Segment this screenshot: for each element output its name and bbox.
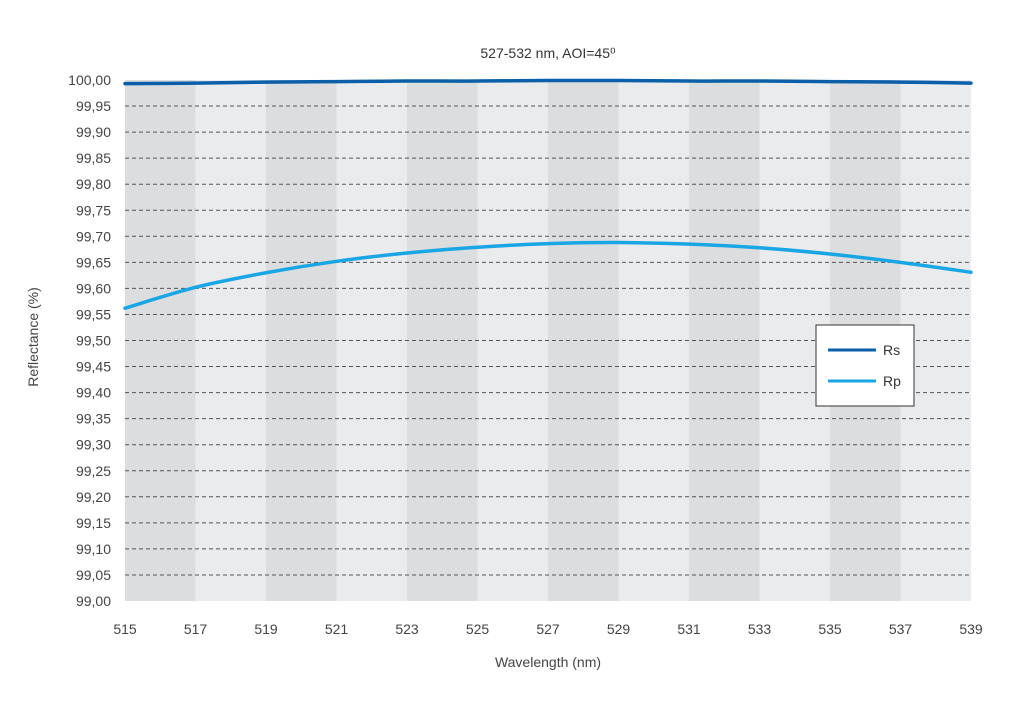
x-tick-label: 539 (959, 621, 983, 637)
x-tick-label: 529 (607, 621, 631, 637)
y-tick-label: 99,65 (76, 254, 111, 270)
legend-box (815, 324, 915, 407)
y-tick-label: 99,20 (76, 489, 111, 505)
x-tick-label: 525 (466, 621, 490, 637)
y-tick-label: 99,30 (76, 437, 111, 453)
x-tick-label: 519 (254, 621, 278, 637)
y-tick-label: 99,25 (76, 463, 111, 479)
x-tick-label: 521 (325, 621, 349, 637)
series-line-rp (123, 240, 973, 310)
y-tick-label: 99,55 (76, 306, 111, 322)
x-tick-label: 527 (536, 621, 560, 637)
x-tick-labels: 515 517 519 521 523 525 527 529 531 533 535 537 539 (113, 621, 983, 637)
y-axis-label: Reflectance (%) (25, 287, 41, 387)
y-tick-label: 99,75 (76, 202, 111, 218)
data-series (123, 78, 973, 310)
chart-title: 527-532 nm, AOI=45⁰ (480, 45, 616, 61)
x-tick-label: 535 (818, 621, 842, 637)
x-tick-label: 523 (395, 621, 419, 637)
y-tick-label: 99,90 (76, 124, 111, 140)
y-tick-label: 99,50 (76, 333, 111, 349)
y-tick-label: 99,45 (76, 359, 111, 375)
y-tick-label: 99,00 (76, 593, 111, 609)
y-tick-label: 99,10 (76, 541, 111, 557)
y-tick-label: 99,15 (76, 515, 111, 531)
y-tick-label: 100,00 (68, 72, 111, 88)
series-line-rs (123, 78, 973, 86)
y-tick-label: 99,05 (76, 567, 111, 583)
x-tick-label: 517 (184, 621, 208, 637)
gridlines (125, 105, 971, 576)
legend-label-rs: Rs (883, 342, 900, 358)
y-tick-labels: 99,00 99,05 99,10 99,15 99,20 99,25 99,30 99,35… (68, 72, 111, 609)
legend-label-rp: Rp (883, 373, 901, 389)
x-tick-label: 515 (113, 621, 137, 637)
y-tick-label: 99,60 (76, 280, 111, 296)
x-tick-label: 531 (677, 621, 701, 637)
y-tick-label: 99,70 (76, 228, 111, 244)
y-tick-label: 99,35 (76, 411, 111, 427)
x-tick-label: 537 (889, 621, 913, 637)
legend: Rs Rp (815, 324, 915, 407)
y-tick-label: 99,85 (76, 150, 111, 166)
x-axis-label: Wavelength (nm) (495, 654, 601, 670)
y-tick-label: 99,40 (76, 385, 111, 401)
y-tick-label: 99,80 (76, 176, 111, 192)
x-tick-label: 533 (748, 621, 772, 637)
y-tick-label: 99,95 (76, 98, 111, 114)
